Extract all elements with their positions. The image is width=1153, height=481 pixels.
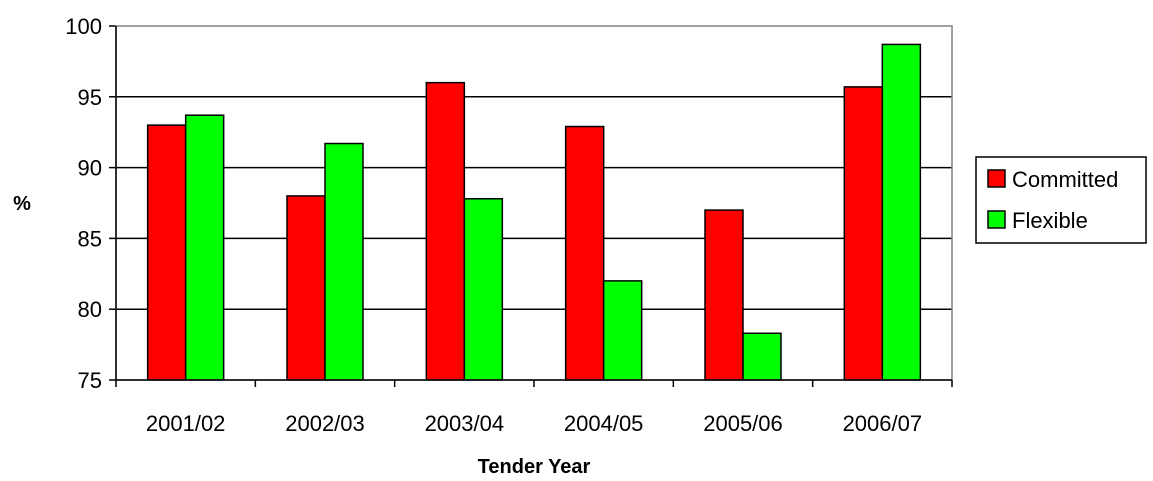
bar-flexible-2005-06 <box>742 332 782 381</box>
y-tick-label: 75 <box>78 368 102 393</box>
plot-border <box>115 25 953 381</box>
bar-committed-2005-06 <box>704 209 744 381</box>
y-axis-title: % <box>13 193 31 215</box>
bar-flexible-2003-04 <box>463 198 504 381</box>
bar-flexible-2001-02 <box>184 114 225 381</box>
x-tick-label: 2004/05 <box>564 411 644 436</box>
y-tick-label: 100 <box>65 14 102 39</box>
x-tick-label: 2002/03 <box>285 411 365 436</box>
bar-flexible-2004-05 <box>602 280 643 381</box>
legend-label-committed: Committed <box>1012 167 1118 192</box>
bar-committed-2004-05 <box>564 125 605 381</box>
axes <box>109 25 953 387</box>
x-tick-label: 2003/04 <box>425 411 505 436</box>
legend: Committed Flexible <box>975 156 1147 244</box>
x-tick-label: 2005/06 <box>703 411 783 436</box>
bar-committed-2003-04 <box>425 81 466 381</box>
y-tick-label: 80 <box>78 297 102 322</box>
y-tick-labels: 75 80 85 90 95 100 <box>65 14 102 393</box>
legend-label-flexible: Flexible <box>1012 208 1088 233</box>
y-tick-label: 95 <box>78 85 102 110</box>
y-tick-label: 85 <box>78 226 102 251</box>
bar-committed-2006-07 <box>843 86 884 381</box>
bar-committed-2001-02 <box>146 124 187 381</box>
legend-swatch-flexible <box>987 210 1006 229</box>
x-tick-labels: 2001/02 2002/03 2003/04 2004/05 2005/06 2006/… <box>146 411 922 436</box>
bar-committed-2002-03 <box>286 195 326 381</box>
y-tick-label: 90 <box>78 156 102 181</box>
x-tick-label: 2006/07 <box>843 411 923 436</box>
gridlines <box>116 96 952 310</box>
bars <box>146 43 922 381</box>
bar-flexible-2006-07 <box>881 43 922 381</box>
bar-flexible-2002-03 <box>324 142 364 381</box>
legend-swatch-committed <box>987 169 1006 188</box>
x-axis-title: Tender Year <box>478 456 591 478</box>
x-tick-label: 2001/02 <box>146 411 226 436</box>
